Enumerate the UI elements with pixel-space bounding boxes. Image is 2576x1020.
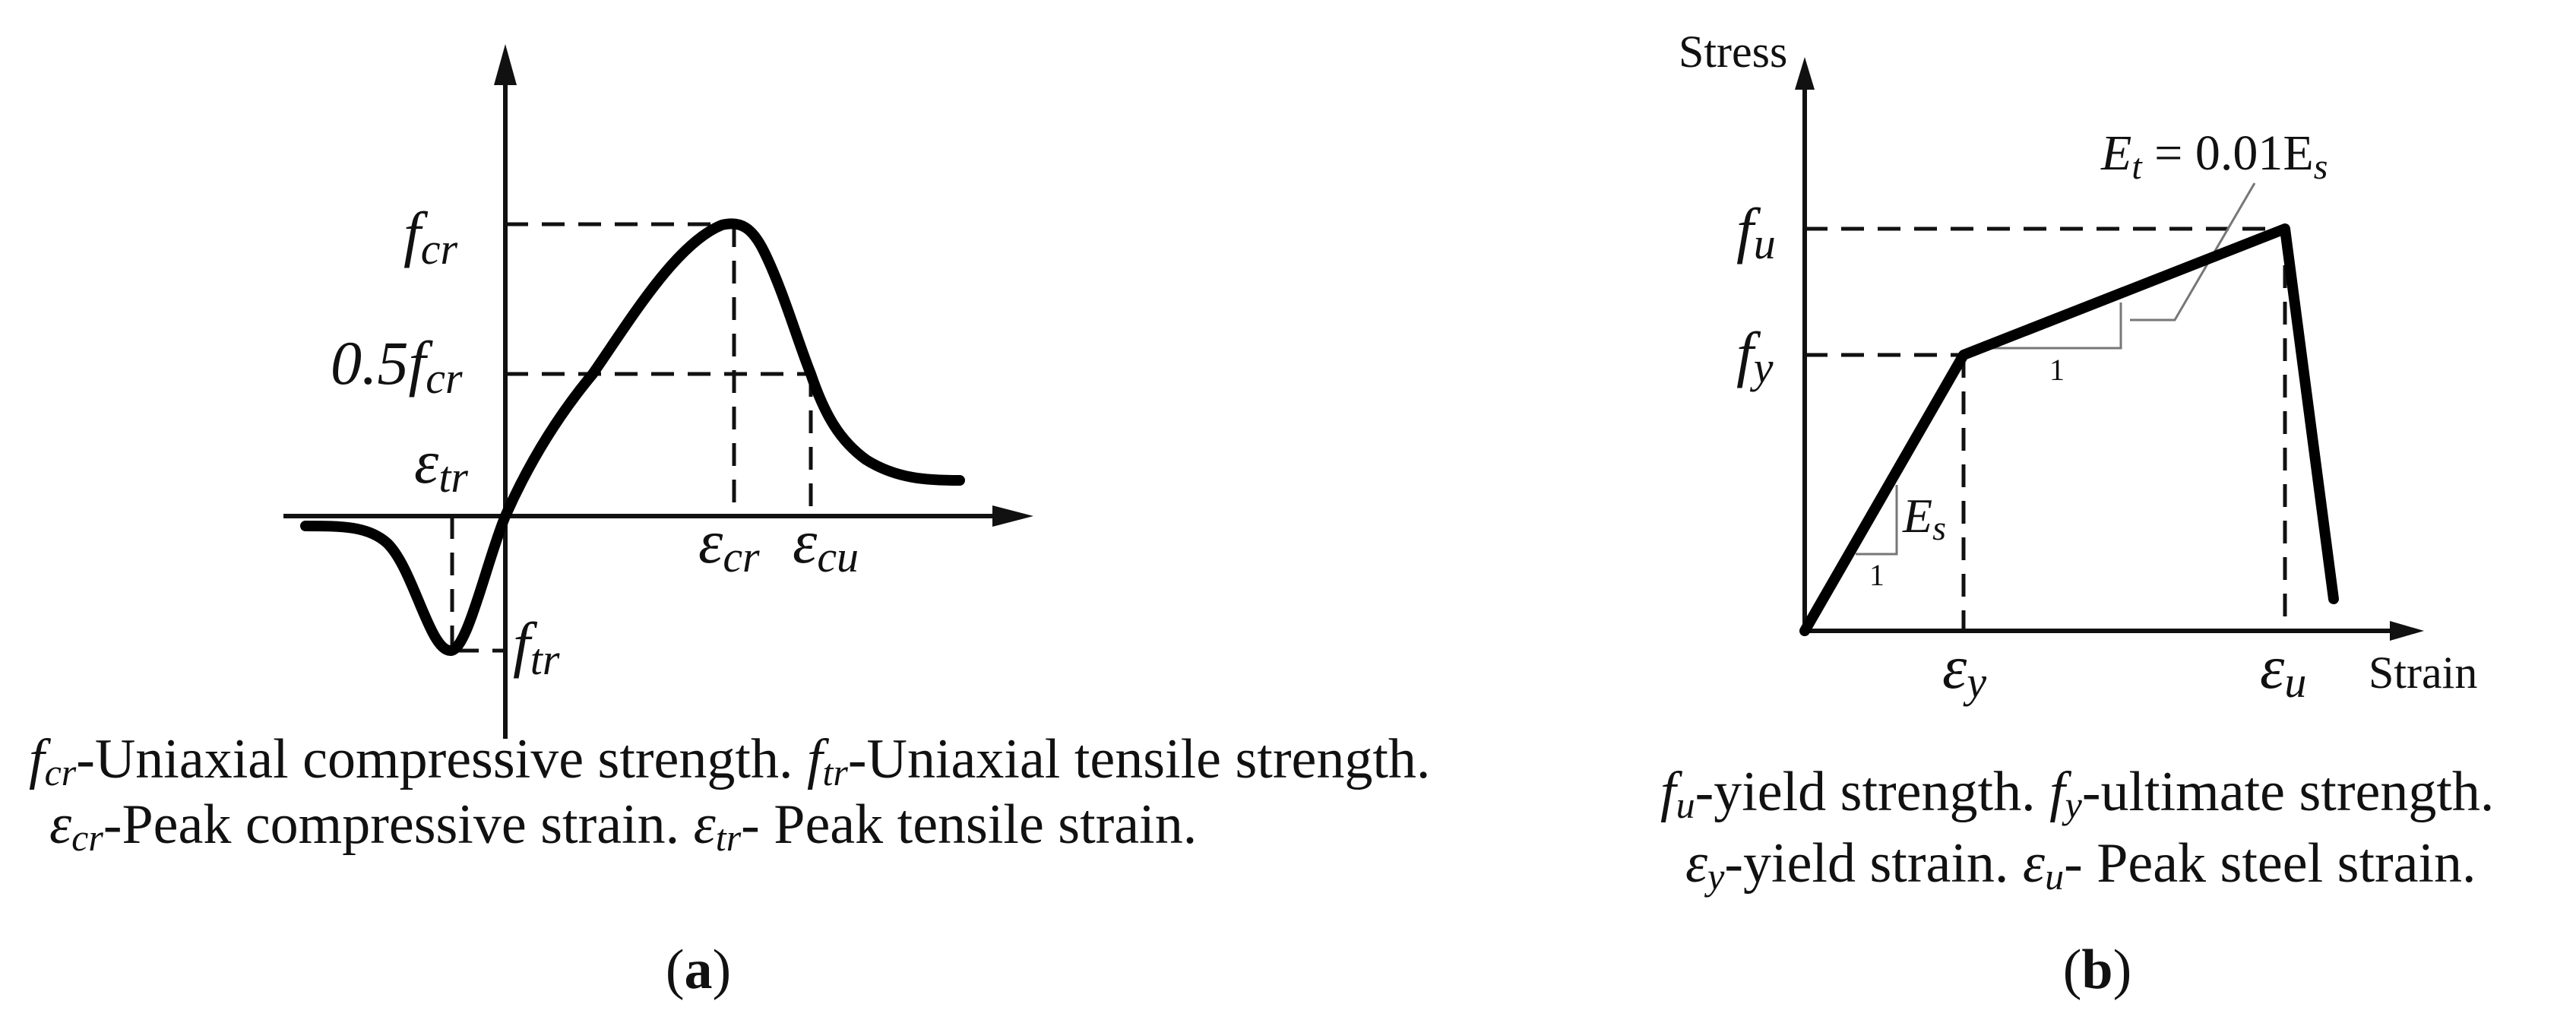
strain-axis-arrow-icon	[992, 505, 1033, 527]
stress-axis-arrow-icon	[494, 44, 517, 85]
panel-b-steel-diagram: Stress Strain fu fy εy εu Es 1 1 Et = 0.…	[1660, 27, 2494, 1001]
elastic-slope-triangle	[1856, 485, 1898, 556]
label-half-fcr: 0.5fcr	[331, 328, 463, 403]
label-fcr: fcr	[403, 199, 458, 274]
label-et-equation: Et = 0.01Es	[2100, 125, 2328, 187]
slope-one-elastic: 1	[1869, 558, 1885, 592]
slope-one-hardening: 1	[2049, 353, 2065, 387]
et-leader-line	[2130, 182, 2256, 322]
hardening-slope-triangle	[1978, 303, 2122, 350]
label-fy: fy	[1736, 319, 1774, 392]
y-axis-label: Stress	[1679, 27, 1787, 77]
caption-a-line2: εcr-Peak compressive strain. εtr- Peak t…	[49, 794, 1197, 859]
panel-a-concrete-diagram: fcr 0.5fcr εtr εcr εcu ftr fcr-Uniaxial …	[29, 44, 1430, 1001]
label-ftr: ftr	[513, 610, 560, 684]
label-es: Es	[1902, 489, 1946, 547]
x-axis-label: Strain	[2369, 648, 2477, 698]
concrete-stress-strain-curve	[300, 218, 965, 656]
panel-label-b: (b)	[2063, 939, 2131, 1001]
label-eps-tr: εtr	[414, 427, 468, 502]
label-eps-y: εy	[1942, 632, 1986, 707]
steel-stress-strain-curve	[1799, 223, 2339, 636]
caption-a-line1: fcr-Uniaxial compressive strength. ftr-U…	[29, 728, 1430, 794]
stress-axis-arrow-icon	[1795, 57, 1815, 90]
caption-b-line2: εy-yield strain. εu- Peak steel strain.	[1685, 832, 2476, 898]
strain-axis-arrow-icon	[2390, 621, 2424, 641]
label-eps-u: εu	[2260, 632, 2306, 707]
label-eps-cr: εcr	[698, 507, 760, 581]
label-eps-cu: εcu	[793, 507, 859, 581]
panel-label-a: (a)	[666, 939, 731, 1001]
label-fu: fu	[1736, 195, 1776, 268]
caption-b-line1: fu-yield strength. fy-ultimate strength.	[1660, 761, 2494, 826]
